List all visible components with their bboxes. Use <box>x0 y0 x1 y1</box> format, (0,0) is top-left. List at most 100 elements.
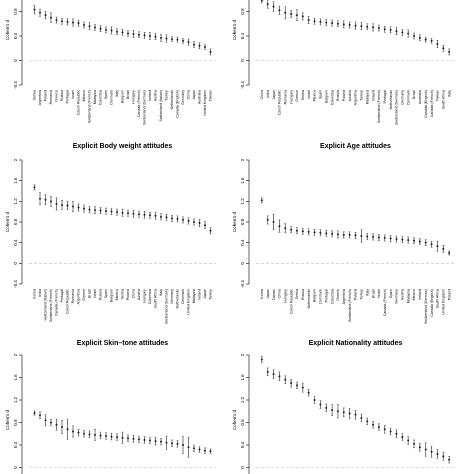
category-label: United Kingdom <box>441 289 445 315</box>
data-point <box>313 231 316 234</box>
y-tick-label: 0 <box>240 262 245 265</box>
data-point <box>39 414 41 417</box>
data-point <box>442 247 445 250</box>
panel-title: Explicit Age attitudes <box>320 143 391 150</box>
data-point <box>193 43 195 46</box>
data-point <box>110 29 113 32</box>
data-point <box>290 228 293 231</box>
data-point <box>149 35 151 37</box>
data-point <box>301 230 304 233</box>
category-label: Switzerland (French) <box>377 90 381 123</box>
category-label: Mexico <box>313 90 317 101</box>
y-tick-label: -0.4 <box>13 280 18 288</box>
data-point <box>143 34 146 37</box>
category-label: Switzerland (French) <box>348 289 352 322</box>
category-label: Russia <box>336 90 340 101</box>
data-point <box>182 444 184 446</box>
category-label: Canada (French) <box>430 90 434 117</box>
data-point <box>138 438 140 441</box>
category-label: Serbia <box>121 289 125 299</box>
data-point <box>342 233 345 236</box>
data-point <box>149 439 151 442</box>
category-label: Romania <box>283 90 287 104</box>
data-point <box>360 25 363 28</box>
data-point <box>260 0 263 2</box>
category-label: Netherlands <box>389 90 393 110</box>
category-label: Australia <box>198 90 202 104</box>
y-tick-label: 1.6 <box>240 177 245 184</box>
category-label: Spain <box>104 90 108 99</box>
data-point <box>94 26 96 29</box>
data-point <box>424 38 427 41</box>
category-label: Czech Republic <box>278 90 282 115</box>
data-point <box>204 449 206 452</box>
data-point <box>377 236 380 239</box>
data-point <box>284 11 287 14</box>
data-point <box>138 33 140 36</box>
category-label: Argentina <box>38 90 42 105</box>
data-point <box>83 207 85 210</box>
category-label: Japan <box>192 90 196 100</box>
category-label: Russia <box>60 90 64 101</box>
data-point <box>383 237 386 240</box>
category-label: Taiwan <box>272 289 276 300</box>
data-point <box>354 413 357 416</box>
data-point <box>72 21 74 24</box>
data-point <box>436 245 439 248</box>
data-point <box>325 232 328 235</box>
y-tick-label: 2 <box>13 353 18 356</box>
data-point <box>99 434 102 437</box>
data-point <box>301 15 304 18</box>
category-label: China <box>260 90 264 99</box>
data-point <box>319 403 322 406</box>
data-point <box>278 9 281 12</box>
data-point <box>442 455 445 458</box>
category-label: Czech Republic <box>289 289 293 314</box>
data-point <box>360 234 363 237</box>
category-label: Switzerland (German) <box>395 90 399 125</box>
category-label: South Africa <box>436 289 440 308</box>
data-point <box>143 438 146 441</box>
category-label: South Africa <box>441 90 445 109</box>
category-label: Turkey <box>360 90 364 101</box>
data-point <box>61 426 63 428</box>
data-point <box>44 419 47 422</box>
category-label: Greece <box>55 90 59 102</box>
data-point <box>160 36 162 39</box>
data-point <box>377 27 380 30</box>
category-label: Germany <box>395 289 399 304</box>
data-point <box>413 442 416 445</box>
category-label: Poland <box>44 90 48 101</box>
category-label: Korea <box>260 289 264 299</box>
data-point <box>88 25 91 28</box>
data-point <box>132 33 135 36</box>
y-tick-label: 0.8 <box>240 8 245 15</box>
data-point <box>154 214 157 217</box>
panel-title: Explicit Body weight attitudes <box>73 143 173 150</box>
data-point <box>395 30 398 33</box>
category-label: India <box>38 289 42 297</box>
category-label: Greece <box>336 289 340 301</box>
data-point <box>413 239 416 242</box>
data-point <box>307 230 310 233</box>
data-point <box>401 31 404 34</box>
data-point <box>348 23 351 26</box>
category-label: Mexico <box>115 289 119 300</box>
data-point <box>331 409 334 412</box>
panel-5: Explicit Skin–tone attitudes 0 0.4 0.8 1.2 1.… <box>5 340 216 474</box>
data-point <box>413 35 416 37</box>
data-point <box>295 14 298 17</box>
data-point <box>342 23 345 26</box>
data-point <box>395 238 398 241</box>
data-point <box>389 28 392 31</box>
data-point <box>348 412 351 415</box>
data-point <box>77 206 80 209</box>
category-label: Poland <box>126 289 130 300</box>
data-point <box>272 5 275 8</box>
category-label: Denmark <box>181 289 185 304</box>
data-point <box>204 46 206 49</box>
data-point <box>407 439 410 442</box>
y-tick-label: 0 <box>240 466 245 469</box>
data-point <box>372 26 375 29</box>
